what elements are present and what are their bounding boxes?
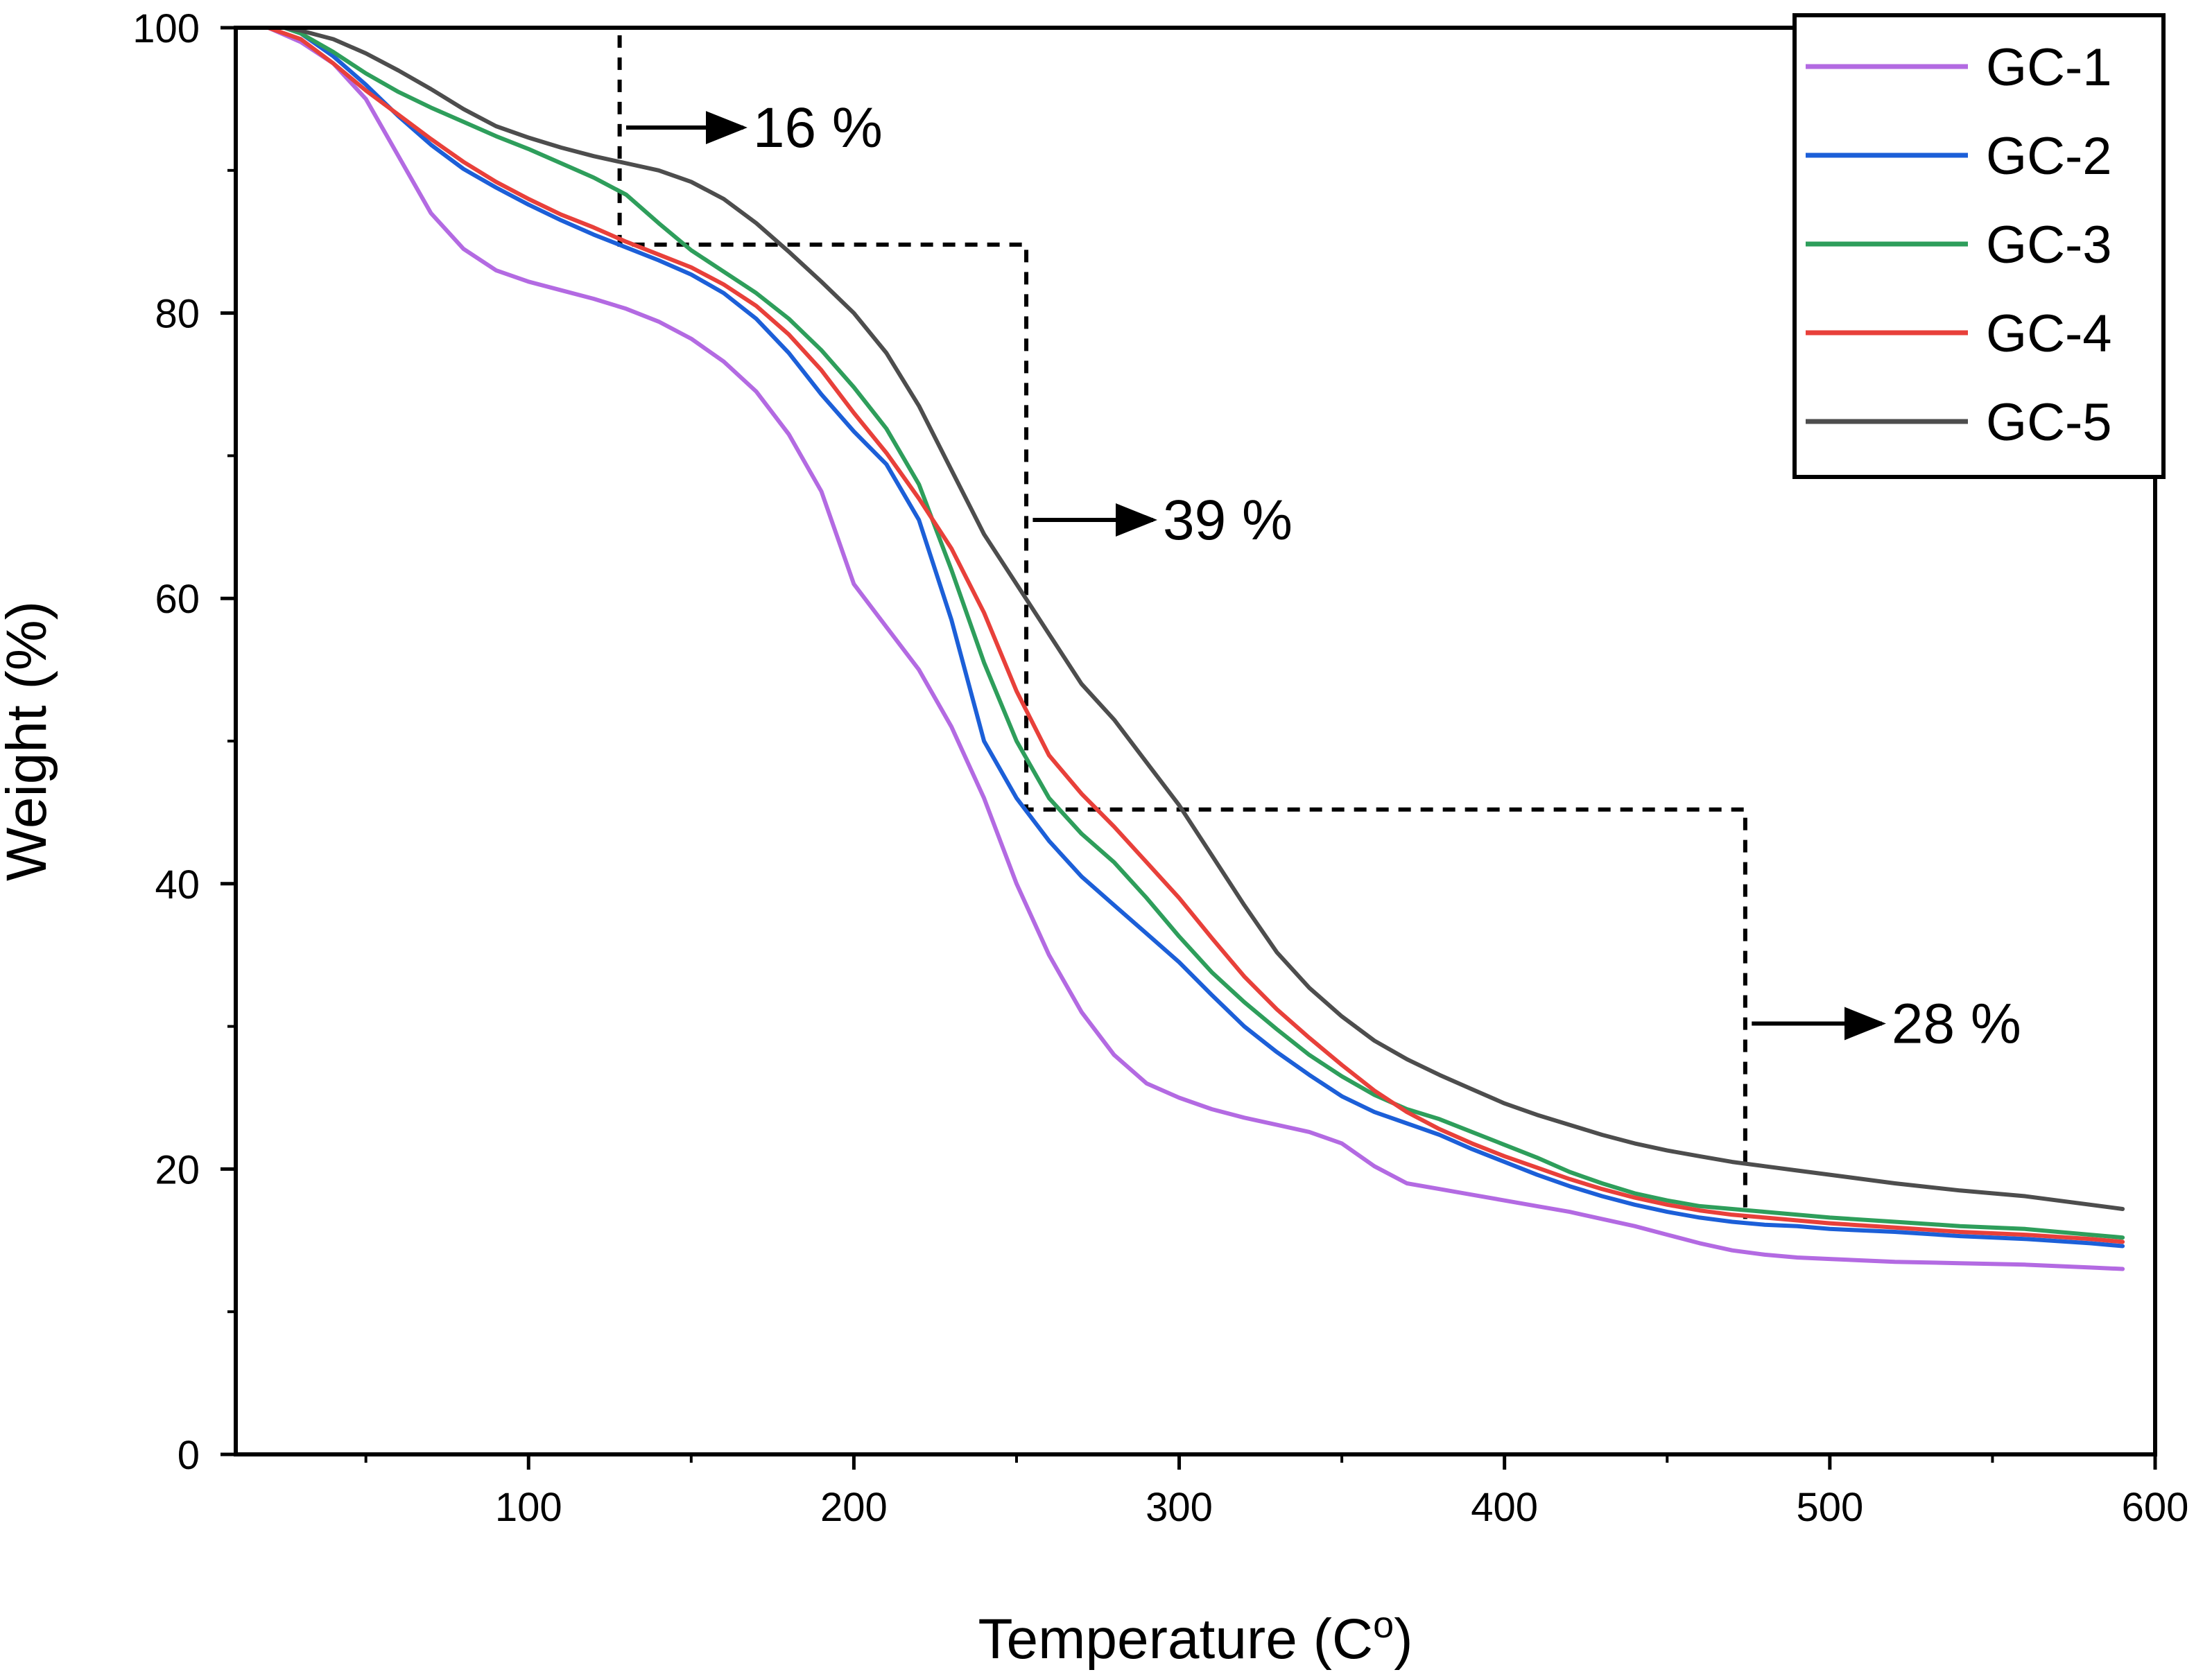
legend-label-gc-1: GC-1: [1986, 38, 2112, 97]
x-tick-label: 400: [1471, 1485, 1538, 1530]
y-tick-label: 20: [155, 1147, 200, 1192]
x-axis-label-superscript: o: [1373, 1604, 1394, 1646]
legend: GC-1 GC-2 GC-3 GC-4 GC-5: [1792, 13, 2166, 479]
annotation-label: 39 %: [1163, 489, 1293, 552]
axis-ticks-layer: 100 200 300 400 500 600 0 20 40 60 80 100: [132, 6, 2188, 1530]
step-guide-dashed-line: [294, 26, 1747, 1219]
x-tick-label: 200: [820, 1485, 888, 1530]
x-tick-label: 600: [2122, 1485, 2189, 1530]
series-line-gc-1: [266, 26, 2125, 1271]
series-line-gc-3: [282, 26, 2125, 1240]
y-tick-label: 100: [132, 6, 200, 51]
x-tick-label: 100: [495, 1485, 562, 1530]
series-line-gc-2: [282, 26, 2125, 1249]
y-axis-label: Weight (%): [0, 601, 58, 881]
x-tick-label: 500: [1796, 1485, 1863, 1530]
series-line-gc-4: [266, 26, 2125, 1244]
y-tick-label: 0: [178, 1433, 200, 1478]
x-axis-label: Temperature (Co): [978, 1604, 1413, 1671]
step-guide-layer: [294, 26, 1747, 1219]
lines-layer: [266, 26, 2125, 1271]
y-tick-label: 40: [155, 862, 200, 907]
series-line-gc-5: [282, 26, 2125, 1211]
legend-label-gc-4: GC-4: [1986, 304, 2112, 363]
legend-label-gc-2: GC-2: [1986, 127, 2112, 186]
y-tick-label: 80: [155, 292, 200, 337]
x-axis-label-close: ): [1394, 1608, 1412, 1671]
y-tick-label: 60: [155, 577, 200, 622]
legend-label-gc-3: GC-3: [1986, 216, 2112, 275]
annotation-label: 16 %: [753, 96, 883, 159]
x-axis-label-main: Temperature (C: [978, 1608, 1374, 1671]
legend-label-gc-5: GC-5: [1986, 393, 2112, 452]
annotation-label: 28 %: [1892, 992, 2021, 1055]
x-tick-label: 300: [1146, 1485, 1213, 1530]
annotations-layer: 16 % 39 % 28 %: [625, 96, 2021, 1055]
